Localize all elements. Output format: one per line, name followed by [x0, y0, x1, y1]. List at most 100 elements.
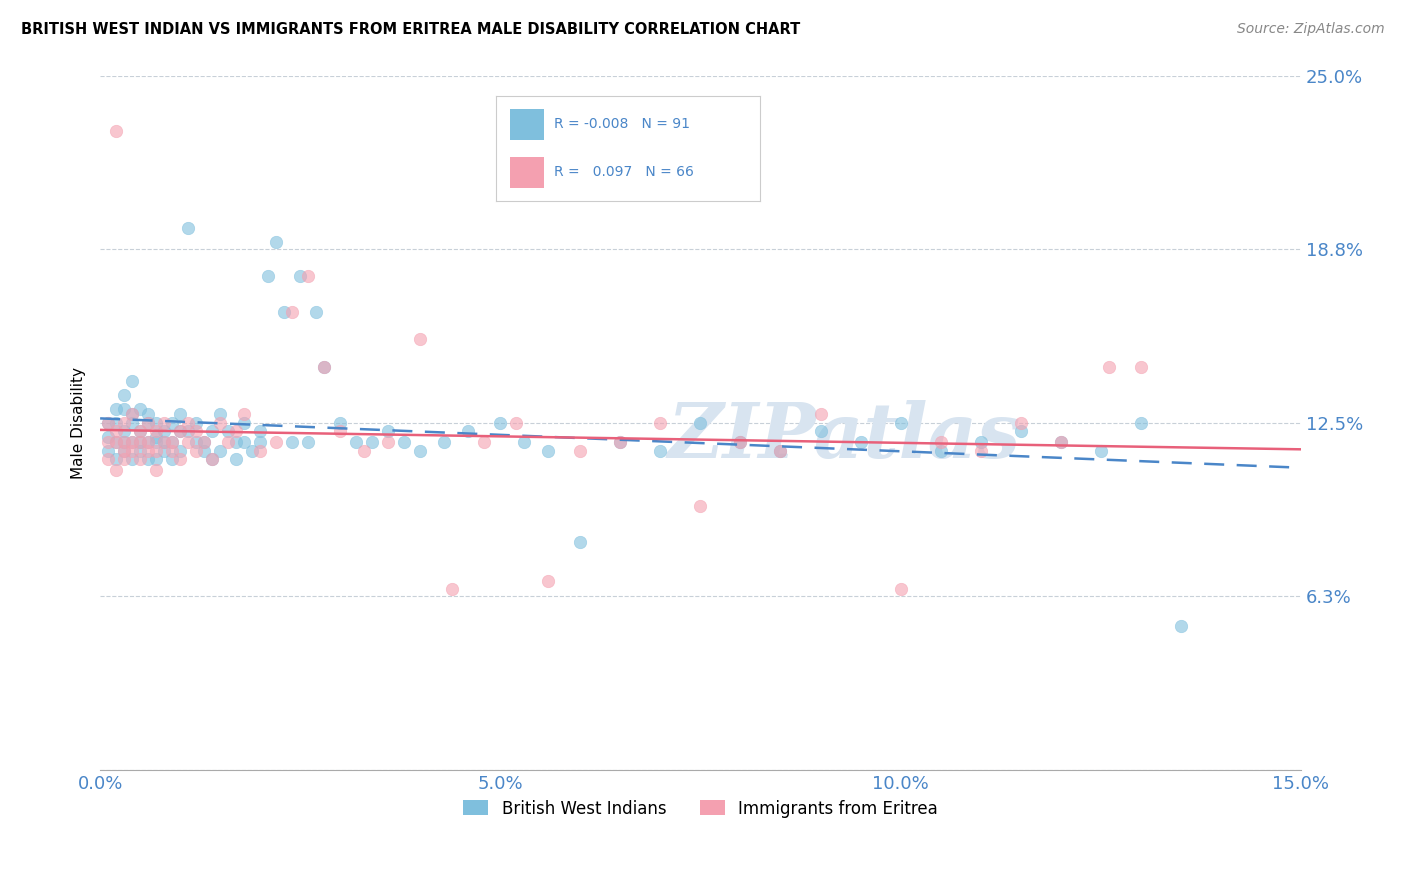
- Point: [1010, 424, 1032, 438]
- Point: [281, 435, 304, 450]
- Point: [136, 435, 159, 450]
- Point: [169, 443, 191, 458]
- Point: [249, 424, 271, 438]
- Point: [1129, 416, 1152, 430]
- Point: [297, 268, 319, 283]
- Point: [160, 435, 183, 450]
- Point: [153, 435, 176, 450]
- Point: [169, 424, 191, 438]
- Point: [240, 443, 263, 458]
- Point: [145, 416, 167, 430]
- Point: [112, 424, 135, 438]
- Point: [457, 424, 479, 438]
- Point: [105, 424, 128, 438]
- Point: [177, 221, 200, 235]
- Point: [105, 124, 128, 138]
- Point: [689, 499, 711, 513]
- Point: [160, 435, 183, 450]
- Point: [112, 435, 135, 450]
- Point: [730, 435, 752, 450]
- Point: [201, 451, 224, 466]
- Point: [97, 443, 120, 458]
- Point: [353, 443, 375, 458]
- Point: [129, 401, 152, 416]
- Point: [145, 443, 167, 458]
- Point: [217, 424, 239, 438]
- Point: [1049, 435, 1071, 450]
- Point: [136, 416, 159, 430]
- Point: [112, 443, 135, 458]
- Point: [160, 443, 183, 458]
- Point: [290, 268, 312, 283]
- Point: [441, 582, 464, 597]
- Point: [193, 443, 215, 458]
- Point: [1098, 360, 1121, 375]
- Point: [145, 430, 167, 444]
- Point: [209, 416, 232, 430]
- Point: [489, 416, 512, 430]
- Point: [537, 443, 560, 458]
- Point: [209, 408, 232, 422]
- Point: [177, 424, 200, 438]
- Text: Source: ZipAtlas.com: Source: ZipAtlas.com: [1237, 22, 1385, 37]
- Point: [233, 435, 256, 450]
- Point: [186, 435, 208, 450]
- Point: [97, 416, 120, 430]
- Point: [1129, 360, 1152, 375]
- Point: [225, 424, 247, 438]
- Point: [136, 451, 159, 466]
- Point: [129, 435, 152, 450]
- Point: [97, 435, 120, 450]
- Point: [136, 435, 159, 450]
- Point: [650, 443, 672, 458]
- Point: [273, 304, 295, 318]
- Point: [112, 435, 135, 450]
- Point: [177, 416, 200, 430]
- Point: [186, 416, 208, 430]
- Point: [650, 416, 672, 430]
- Point: [105, 401, 128, 416]
- Point: [129, 443, 152, 458]
- Text: BRITISH WEST INDIAN VS IMMIGRANTS FROM ERITREA MALE DISABILITY CORRELATION CHART: BRITISH WEST INDIAN VS IMMIGRANTS FROM E…: [21, 22, 800, 37]
- Point: [201, 424, 224, 438]
- Point: [689, 416, 711, 430]
- Point: [121, 435, 143, 450]
- Point: [121, 374, 143, 388]
- Point: [769, 443, 792, 458]
- Y-axis label: Male Disability: Male Disability: [72, 367, 86, 479]
- Point: [569, 443, 592, 458]
- Point: [929, 435, 952, 450]
- Point: [97, 416, 120, 430]
- Point: [186, 443, 208, 458]
- Point: [153, 435, 176, 450]
- Point: [105, 416, 128, 430]
- Point: [377, 424, 399, 438]
- Point: [314, 360, 336, 375]
- Point: [609, 435, 631, 450]
- Point: [537, 574, 560, 588]
- Point: [217, 435, 239, 450]
- Point: [344, 435, 367, 450]
- Point: [105, 435, 128, 450]
- Point: [97, 451, 120, 466]
- Point: [505, 416, 527, 430]
- Point: [890, 416, 912, 430]
- Point: [314, 360, 336, 375]
- Point: [129, 424, 152, 438]
- Point: [1170, 618, 1192, 632]
- Point: [145, 435, 167, 450]
- Point: [849, 435, 872, 450]
- Point: [136, 443, 159, 458]
- Point: [105, 435, 128, 450]
- Point: [112, 388, 135, 402]
- Point: [129, 435, 152, 450]
- Point: [209, 443, 232, 458]
- Point: [112, 416, 135, 430]
- Point: [169, 408, 191, 422]
- Point: [225, 435, 247, 450]
- Point: [193, 435, 215, 450]
- Point: [1090, 443, 1112, 458]
- Point: [105, 451, 128, 466]
- Text: ZIPatlas: ZIPatlas: [668, 400, 1021, 474]
- Point: [186, 424, 208, 438]
